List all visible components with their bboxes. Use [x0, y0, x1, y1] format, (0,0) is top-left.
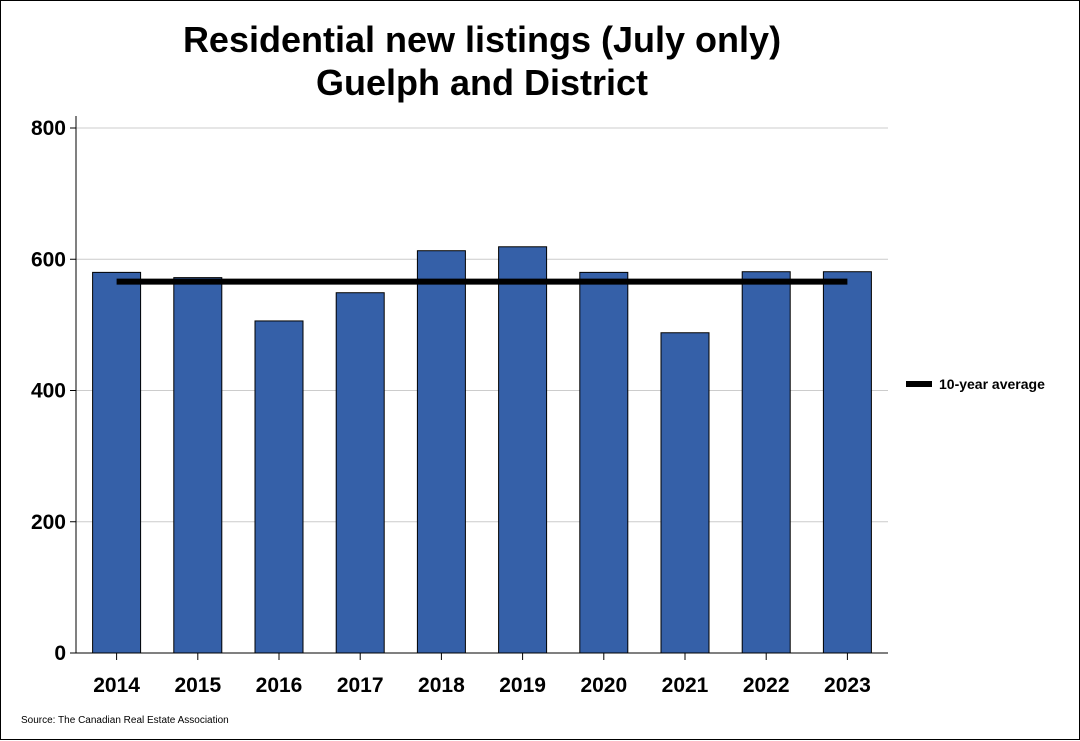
bar — [254, 320, 304, 654]
x-tick-label: 2019 — [499, 674, 546, 697]
chart-title: Residential new listings (July only) — [183, 19, 781, 60]
bar — [416, 250, 466, 654]
bar-series — [92, 246, 872, 654]
y-tick-label: 0 — [54, 642, 66, 665]
x-tick-label: 2014 — [93, 674, 140, 697]
bar — [741, 271, 791, 654]
legend-label: 10-year average — [939, 376, 1045, 392]
y-tick-label: 200 — [31, 511, 66, 534]
legend: 10-year average — [906, 376, 1045, 392]
x-tick-label: 2015 — [174, 674, 221, 697]
x-tick-label: 2016 — [256, 674, 303, 697]
y-tick-label: 600 — [31, 248, 66, 271]
bar — [579, 271, 629, 654]
axes: 0 200 400 600 800 2014 2015 2016 2017 2018 2019 202… — [31, 116, 888, 697]
bar — [498, 246, 548, 654]
bar — [335, 292, 385, 654]
bar — [173, 277, 223, 654]
x-tick-label: 2020 — [580, 674, 627, 697]
bar — [660, 332, 710, 654]
y-tick-label: 800 — [31, 117, 66, 140]
x-tick-label: 2022 — [743, 674, 790, 697]
chart-subtitle: Guelph and District — [316, 62, 648, 103]
x-tick-label: 2023 — [824, 674, 871, 697]
source-note: Source: The Canadian Real Estate Associa… — [21, 715, 229, 726]
x-tick-label: 2021 — [662, 674, 709, 697]
bar — [92, 271, 142, 654]
x-tick-label: 2018 — [418, 674, 465, 697]
y-tick-label: 400 — [31, 380, 66, 403]
bar — [822, 271, 872, 654]
x-tick-label: 2017 — [337, 674, 384, 697]
